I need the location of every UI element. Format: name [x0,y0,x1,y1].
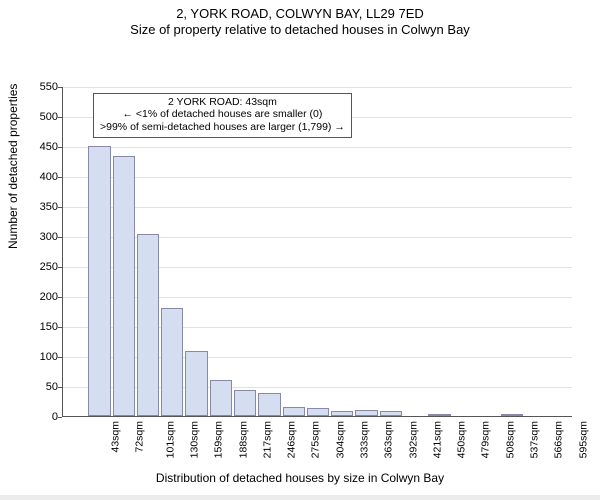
y-tick-label: 200 [8,291,58,303]
x-tick-label: 101sqm [164,421,176,458]
x-tick-label: 450sqm [456,421,468,458]
x-tick-label: 275sqm [310,421,322,458]
histogram-bar [210,380,232,416]
y-tick-mark [58,387,62,388]
annotation-line2: ← <1% of detached houses are smaller (0) [100,108,345,121]
grid-line [63,87,572,88]
histogram-bar [88,146,110,416]
plot-area: 2 YORK ROAD: 43sqm ← <1% of detached hou… [62,87,572,417]
x-tick-label: 43sqm [110,421,122,453]
chart-title-block: 2, YORK ROAD, COLWYN BAY, LL29 7ED Size … [0,0,600,39]
title-line1: 2, YORK ROAD, COLWYN BAY, LL29 7ED [0,6,600,22]
y-tick-mark [58,177,62,178]
x-tick-label: 392sqm [407,421,419,458]
footer: Contains HM Land Registry data © Crown c… [0,495,600,500]
y-tick-label: 450 [8,141,58,153]
y-tick-label: 350 [8,201,58,213]
annotation-line3: >99% of semi-detached houses are larger … [100,121,345,134]
grid-line [63,177,572,178]
histogram-bar [258,393,280,416]
x-tick-label: 246sqm [286,421,298,458]
x-tick-label: 72sqm [134,421,146,453]
y-tick-mark [58,237,62,238]
histogram-bar [380,411,402,416]
annotation-line1: 2 YORK ROAD: 43sqm [100,96,345,109]
histogram-bar [331,411,353,416]
histogram-bar [501,414,523,416]
histogram-bar [185,351,207,416]
x-tick-label: 363sqm [383,421,395,458]
x-tick-label: 217sqm [261,421,273,458]
y-tick-mark [58,207,62,208]
histogram-bar [113,156,135,415]
grid-line [63,147,572,148]
y-tick-label: 50 [8,381,58,393]
x-tick-label: 508sqm [504,421,516,458]
histogram-bar [307,408,329,415]
y-tick-mark [58,327,62,328]
x-tick-label: 188sqm [237,421,249,458]
histogram-bar [161,308,183,416]
histogram-bar [428,414,450,416]
y-axis-label: Number of detached properties [6,83,20,248]
y-tick-label: 500 [8,111,58,123]
y-tick-label: 550 [8,81,58,93]
x-tick-label: 333sqm [358,421,370,458]
y-tick-label: 400 [8,171,58,183]
y-tick-mark [58,117,62,118]
y-tick-label: 150 [8,321,58,333]
x-tick-label: 159sqm [213,421,225,458]
y-tick-label: 300 [8,231,58,243]
y-tick-mark [58,297,62,298]
y-tick-label: 250 [8,261,58,273]
x-tick-label: 595sqm [577,421,589,458]
title-line2: Size of property relative to detached ho… [0,22,600,38]
y-tick-label: 100 [8,351,58,363]
y-tick-mark [58,357,62,358]
x-tick-label: 421sqm [431,421,443,458]
annotation-box: 2 YORK ROAD: 43sqm ← <1% of detached hou… [93,93,352,138]
grid-line [63,207,572,208]
x-tick-label: 566sqm [553,421,565,458]
histogram-bar [137,234,159,415]
x-tick-label: 304sqm [334,421,346,458]
histogram-bar [283,407,305,416]
histogram-bar [234,390,256,415]
x-tick-label: 130sqm [188,421,200,458]
y-tick-mark [58,267,62,268]
histogram-bar [355,410,377,416]
y-tick-mark [58,147,62,148]
y-tick-label: 0 [8,411,58,423]
y-tick-mark [58,417,62,418]
x-tick-label: 479sqm [480,421,492,458]
x-tick-label: 537sqm [528,421,540,458]
x-axis-label: Distribution of detached houses by size … [0,471,600,485]
y-tick-mark [58,87,62,88]
